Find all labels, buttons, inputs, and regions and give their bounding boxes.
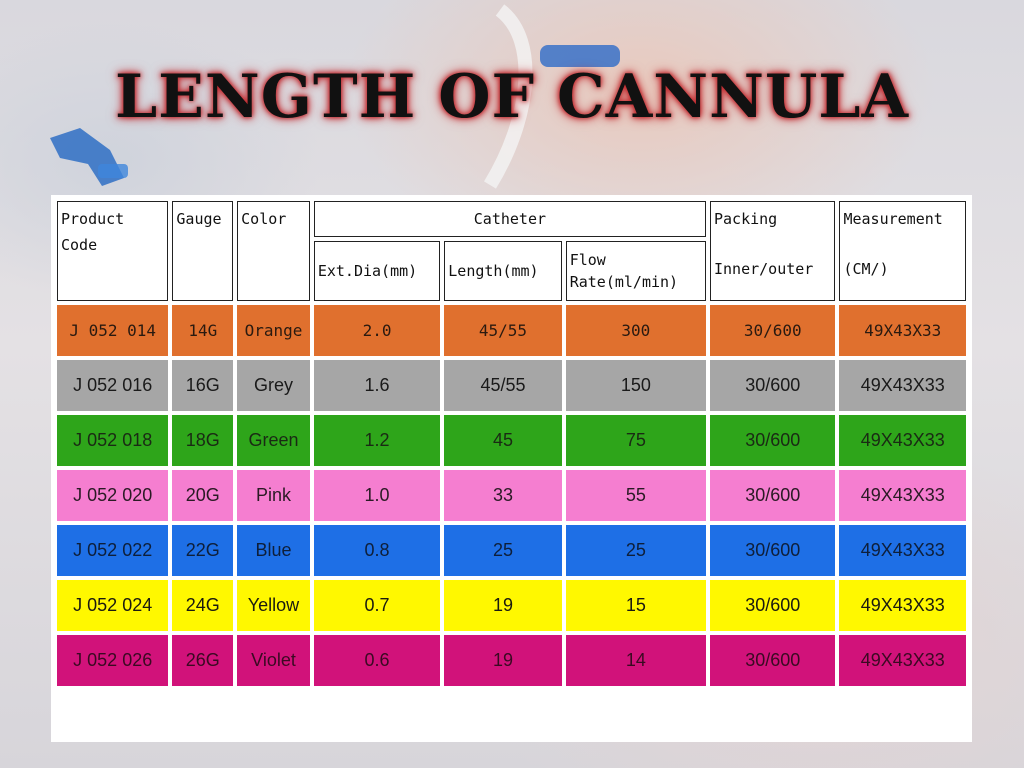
table-row: J 052 018 18G Green 1.2 45 75 30/600 49X43X33 xyxy=(57,415,966,466)
header-length: Length(mm) xyxy=(444,241,562,301)
cell-product-code: J 052 018 xyxy=(57,415,169,466)
cell-flow-rate: 25 xyxy=(565,525,706,576)
table-row: J 052 016 16G Grey 1.6 45/55 150 30/600 49X43X3… xyxy=(57,360,966,411)
header-flow-rate: Flow Rate(ml/min) xyxy=(565,241,706,301)
cell-color: Orange xyxy=(237,305,310,356)
cell-color: Pink xyxy=(237,470,310,521)
table-row: J 052 020 20G Pink 1.0 33 55 30/600 49X43X33 xyxy=(57,470,966,521)
cell-color: Blue xyxy=(237,525,310,576)
header-product-code: Product Code xyxy=(57,201,169,301)
table-row: J 052 026 26G Violet 0.6 19 14 30/600 49X43X33 xyxy=(57,635,966,686)
table-body: J 052 014 14G Orange 2.0 45/55 300 30/600 49X43… xyxy=(57,305,966,686)
cell-length: 45/55 xyxy=(444,360,562,411)
cell-product-code: J 052 022 xyxy=(57,525,169,576)
header-measurement: Measurement (CM/) xyxy=(839,201,966,301)
header-catheter: Catheter xyxy=(313,201,706,237)
cell-product-code: J 052 014 xyxy=(57,305,169,356)
cell-measurement: 49X43X33 xyxy=(839,580,966,631)
cell-flow-rate: 300 xyxy=(565,305,706,356)
iv-clamp-icon xyxy=(50,128,128,186)
cell-flow-rate: 14 xyxy=(565,635,706,686)
header-packing-label: Packing xyxy=(714,210,778,228)
cell-color: Yellow xyxy=(237,580,310,631)
table-row: J 052 024 24G Yellow 0.7 19 15 30/600 49X43X33 xyxy=(57,580,966,631)
cell-gauge: 16G xyxy=(172,360,234,411)
cell-product-code: J 052 024 xyxy=(57,580,169,631)
cell-gauge: 26G xyxy=(172,635,234,686)
cell-ext-dia: 2.0 xyxy=(313,305,441,356)
cell-length: 45/55 xyxy=(444,305,562,356)
cell-length: 25 xyxy=(444,525,562,576)
cell-measurement: 49X43X33 xyxy=(839,635,966,686)
cell-gauge: 18G xyxy=(172,415,234,466)
cell-length: 19 xyxy=(444,580,562,631)
header-ext-dia: Ext.Dia(mm) xyxy=(313,241,441,301)
cell-color: Green xyxy=(237,415,310,466)
header-measurement-label: Measurement xyxy=(843,210,943,228)
table-row: J 052 014 14G Orange 2.0 45/55 300 30/600 49X43… xyxy=(57,305,966,356)
cell-packing: 30/600 xyxy=(710,415,836,466)
cell-packing: 30/600 xyxy=(710,470,836,521)
header-color: Color xyxy=(237,201,310,301)
cell-measurement: 49X43X33 xyxy=(839,415,966,466)
cannula-table-panel: Product Code Gauge Color Catheter Packin… xyxy=(51,195,972,742)
cell-color: Grey xyxy=(237,360,310,411)
header-flow-rate-1: Flow xyxy=(569,251,606,269)
cell-ext-dia: 0.7 xyxy=(313,580,441,631)
cell-gauge: 20G xyxy=(172,470,234,521)
cell-length: 19 xyxy=(444,635,562,686)
header-inner-outer: Inner/outer xyxy=(714,260,814,278)
cell-ext-dia: 1.2 xyxy=(313,415,441,466)
cell-length: 45 xyxy=(444,415,562,466)
cell-packing: 30/600 xyxy=(710,580,836,631)
cell-flow-rate: 15 xyxy=(565,580,706,631)
cell-color: Violet xyxy=(237,635,310,686)
header-gauge: Gauge xyxy=(172,201,234,301)
cell-measurement: 49X43X33 xyxy=(839,525,966,576)
cell-gauge: 14G xyxy=(172,305,234,356)
cell-measurement: 49X43X33 xyxy=(839,305,966,356)
cell-ext-dia: 0.6 xyxy=(313,635,441,686)
cell-ext-dia: 1.0 xyxy=(313,470,441,521)
cannula-table: Product Code Gauge Color Catheter Packin… xyxy=(53,197,970,690)
header-flow-rate-2: Rate(ml/min) xyxy=(569,273,679,291)
cell-product-code: J 052 016 xyxy=(57,360,169,411)
cell-ext-dia: 0.8 xyxy=(313,525,441,576)
page-title: LENGTH OF CANNULA xyxy=(114,62,910,132)
cell-ext-dia: 1.6 xyxy=(313,360,441,411)
cell-measurement: 49X43X33 xyxy=(839,360,966,411)
cell-packing: 30/600 xyxy=(710,525,836,576)
cell-length: 33 xyxy=(444,470,562,521)
cell-flow-rate: 75 xyxy=(565,415,706,466)
iv-tube-icon xyxy=(484,4,620,189)
cell-product-code: J 052 026 xyxy=(57,635,169,686)
header-packing: Packing Inner/outer xyxy=(710,201,836,301)
cell-measurement: 49X43X33 xyxy=(839,470,966,521)
cell-gauge: 24G xyxy=(172,580,234,631)
table-row: J 052 022 22G Blue 0.8 25 25 30/600 49X43X33 xyxy=(57,525,966,576)
cell-packing: 30/600 xyxy=(710,305,836,356)
cell-product-code: J 052 020 xyxy=(57,470,169,521)
cell-flow-rate: 55 xyxy=(565,470,706,521)
cell-flow-rate: 150 xyxy=(565,360,706,411)
cell-gauge: 22G xyxy=(172,525,234,576)
header-measurement-unit: (CM/) xyxy=(843,260,889,278)
cell-packing: 30/600 xyxy=(710,360,836,411)
cell-packing: 30/600 xyxy=(710,635,836,686)
